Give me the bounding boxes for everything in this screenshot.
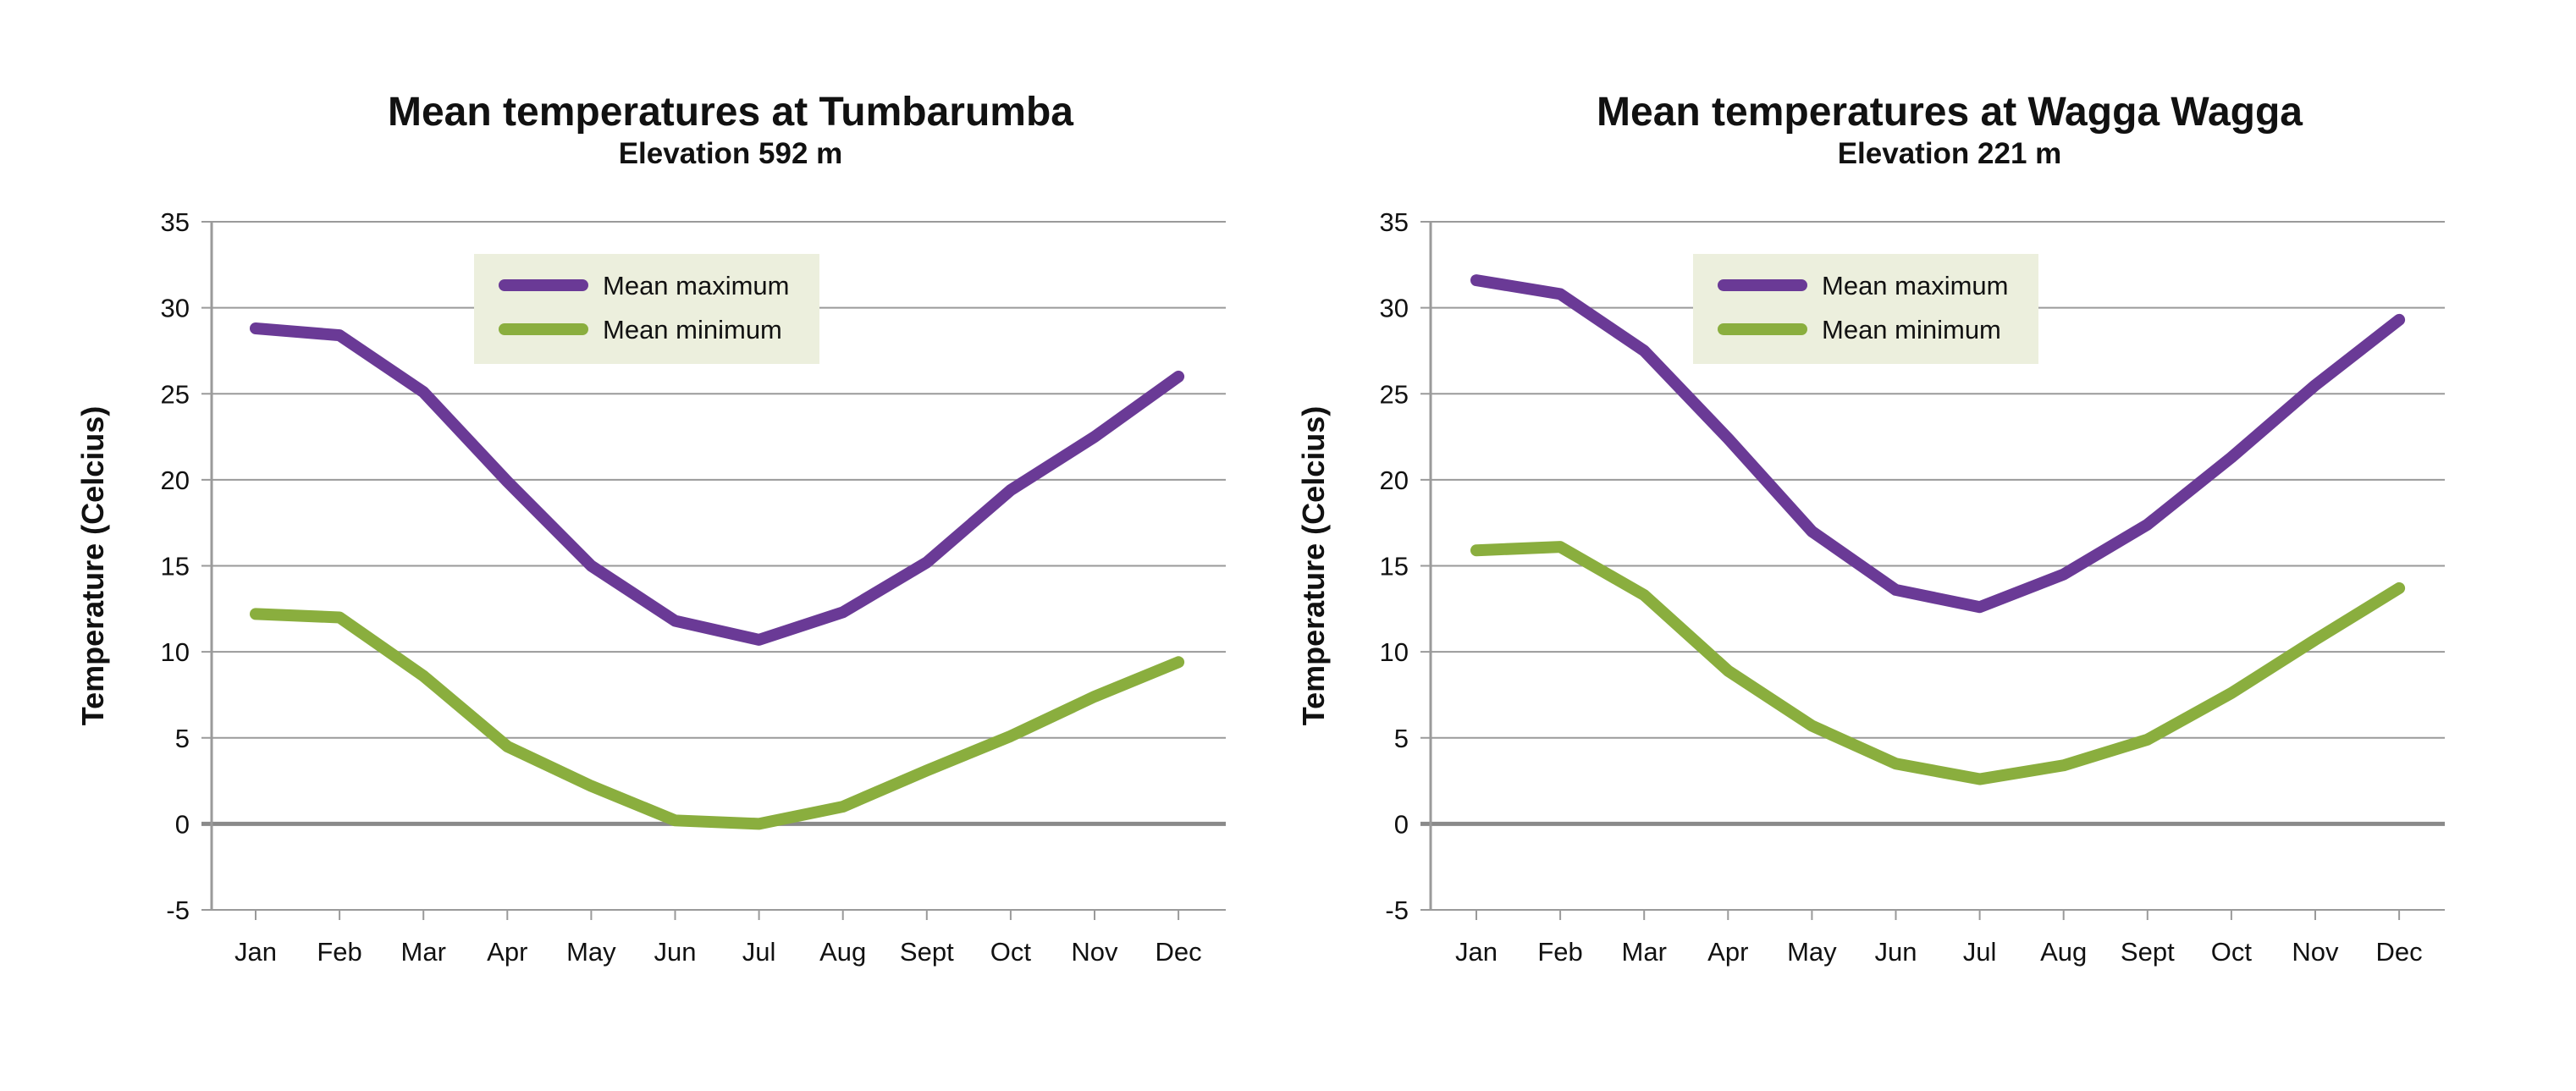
legend-label: Mean minimum (603, 315, 782, 344)
legend-label: Mean maximum (603, 271, 790, 300)
x-tick-label: Mar (401, 937, 446, 967)
y-tick-label: 25 (1380, 379, 1409, 409)
x-tick-label: Apr (487, 937, 527, 967)
x-tick-label: Jul (1963, 937, 1997, 967)
x-tick-label: Jun (654, 937, 697, 967)
chart-title: Mean temperatures at Tumbarumba (388, 90, 1073, 135)
y-tick-label: -5 (1385, 895, 1409, 925)
x-tick-label: May (566, 937, 616, 967)
y-tick-label: 30 (1380, 294, 1409, 323)
x-tick-label: Jan (1455, 937, 1498, 967)
y-tick-label: 10 (161, 637, 190, 667)
series-line-mean-minimum (250, 608, 1185, 830)
x-tick-label: May (1787, 937, 1837, 967)
x-tick-label: Aug (2040, 937, 2087, 967)
x-tick-label: Feb (1537, 937, 1582, 967)
legend-background (1693, 254, 2038, 364)
x-tick-label: Oct (990, 937, 1032, 967)
series-line-mean-minimum (1470, 541, 2406, 785)
y-tick-label: 5 (1394, 724, 1409, 753)
y-tick-label: 35 (1380, 207, 1409, 237)
y-tick-label: 35 (161, 207, 190, 237)
y-axis-label: Temperature (Celcius) (75, 406, 110, 725)
y-tick-label: 5 (175, 724, 190, 753)
chart-panel-2: Mean temperatures at Wagga WaggaElevatio… (1296, 90, 2445, 967)
x-tick-label: Dec (1156, 937, 1202, 967)
x-tick-label: Aug (819, 937, 866, 967)
x-tick-label: Nov (1071, 937, 1118, 967)
chart-legend: Mean maximum Mean minimum (1693, 254, 2038, 364)
y-tick-label: 20 (161, 466, 190, 495)
chart-title: Mean temperatures at Wagga Wagga (1597, 90, 2303, 135)
x-tick-label: Mar (1622, 937, 1667, 967)
x-tick-label: Nov (2292, 937, 2339, 967)
y-tick-label: 15 (1380, 552, 1409, 581)
y-tick-label: 30 (161, 294, 190, 323)
y-tick-label: 0 (175, 809, 190, 839)
x-tick-label: Jun (1875, 937, 1917, 967)
y-tick-label: -5 (166, 895, 190, 925)
y-tick-label: 20 (1380, 466, 1409, 495)
series-line-mean-maximum (1470, 274, 2406, 614)
legend-background (474, 254, 819, 364)
x-tick-label: Jul (742, 937, 776, 967)
x-tick-label: Dec (2376, 937, 2423, 967)
x-tick-label: Jan (234, 937, 277, 967)
y-tick-label: 10 (1380, 637, 1409, 667)
x-tick-label: Feb (317, 937, 361, 967)
x-tick-label: Oct (2211, 937, 2253, 967)
y-tick-label: 25 (161, 379, 190, 409)
chart-panel-1: Mean temperatures at TumbarumbaElevation… (75, 90, 1226, 967)
x-tick-label: Sept (900, 937, 954, 967)
chart-legend: Mean maximum Mean minimum (474, 254, 819, 364)
legend-label: Mean minimum (1822, 315, 2001, 344)
legend-label: Mean maximum (1822, 271, 2009, 300)
y-tick-label: 15 (161, 552, 190, 581)
y-axis-label: Temperature (Celcius) (1296, 406, 1331, 725)
x-tick-label: Apr (1707, 937, 1748, 967)
chart-subtitle: Elevation 221 m (1838, 137, 2062, 170)
y-tick-label: 0 (1394, 809, 1409, 839)
x-tick-label: Sept (2121, 937, 2175, 967)
series-line-mean-maximum (250, 322, 1185, 646)
chart-subtitle: Elevation 592 m (619, 137, 843, 170)
